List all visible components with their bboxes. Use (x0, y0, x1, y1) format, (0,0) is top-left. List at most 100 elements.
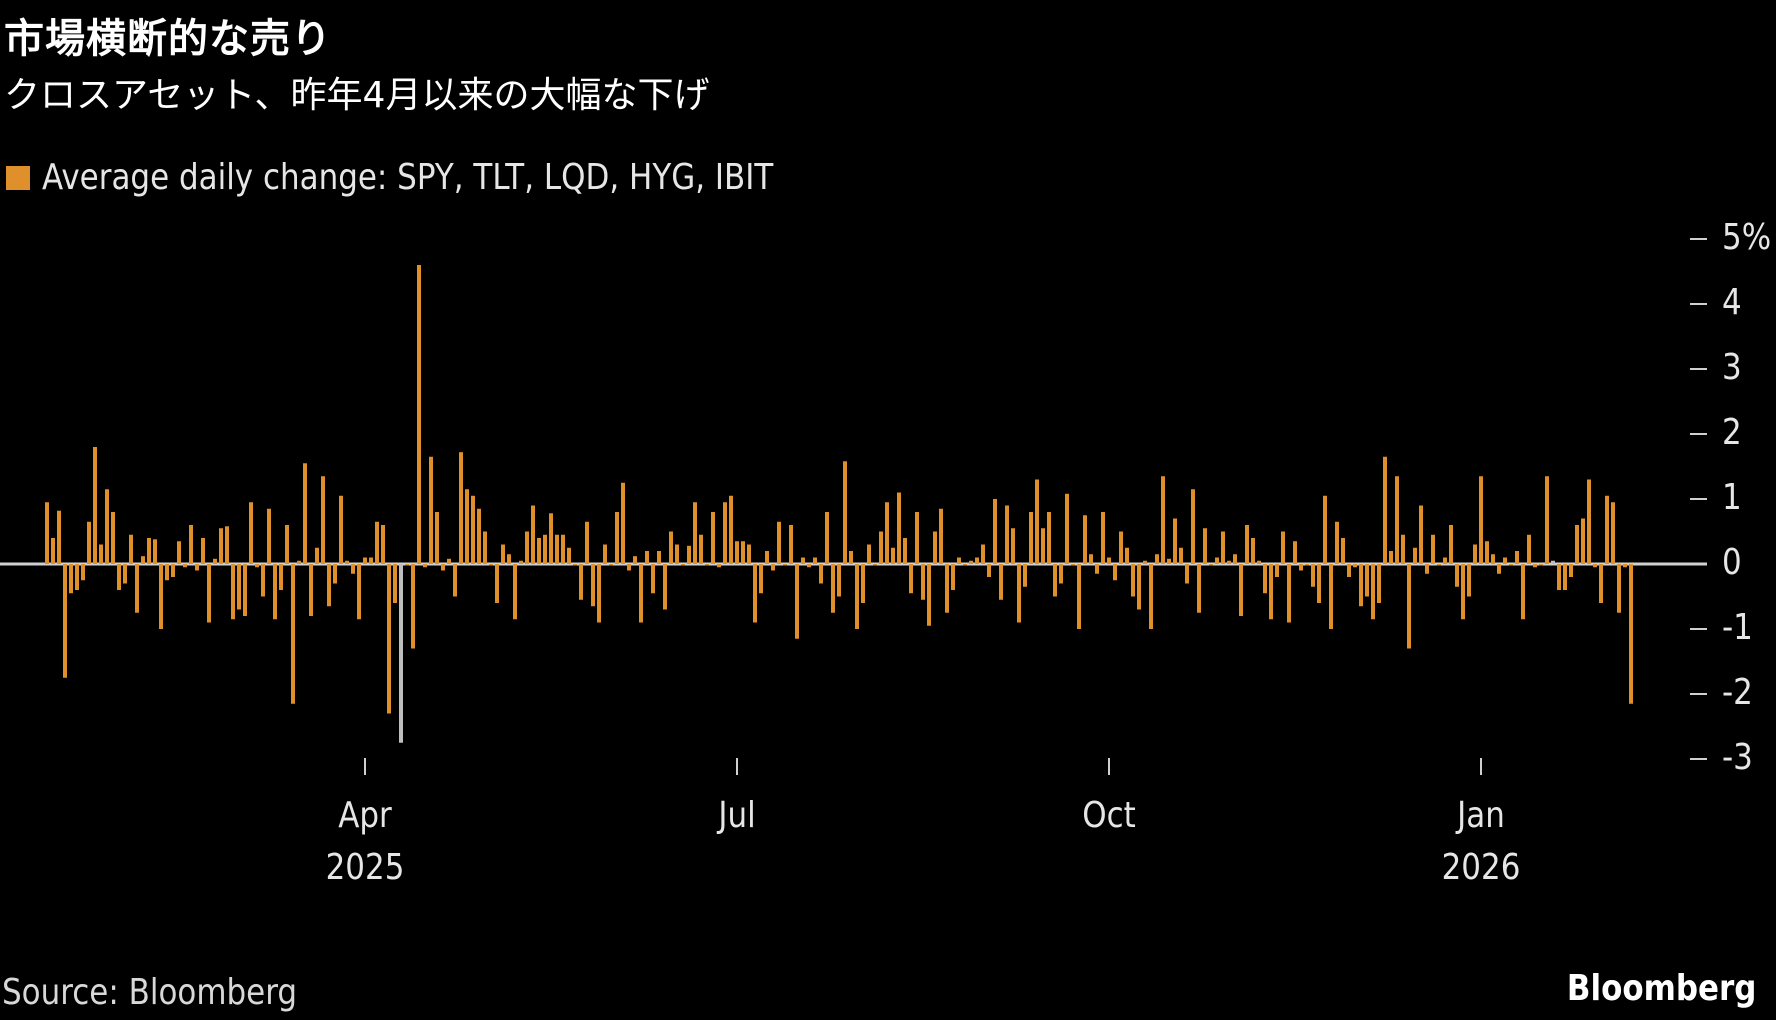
y-tick-label: 4 (1722, 282, 1742, 323)
y-tick-label: -2 (1722, 672, 1753, 713)
bar (951, 564, 955, 590)
bar (69, 564, 73, 594)
bar (1455, 564, 1459, 587)
bar (1329, 564, 1333, 629)
bar (273, 564, 277, 620)
x-tick-label: Oct (1082, 795, 1136, 836)
bar (903, 538, 907, 564)
bar (1371, 564, 1375, 620)
bar (1047, 512, 1051, 564)
bar (1605, 495, 1609, 564)
bar (147, 538, 151, 564)
bar (915, 512, 919, 564)
bar (531, 505, 535, 564)
bar (1131, 564, 1135, 597)
bar (933, 531, 937, 564)
bar (1077, 564, 1081, 629)
bar (639, 564, 643, 623)
bar (243, 564, 247, 616)
legend-label: Average daily change: SPY, TLT, LQD, HYG… (42, 157, 774, 198)
bar (1089, 554, 1093, 564)
bar (867, 544, 871, 564)
bar (897, 492, 901, 564)
bar (309, 564, 313, 616)
bar (1185, 564, 1189, 584)
bar (1623, 564, 1627, 568)
bar (297, 560, 301, 564)
bar (1143, 560, 1147, 564)
bar (1431, 534, 1435, 564)
bar (1023, 564, 1027, 587)
bar (729, 495, 733, 564)
bar (945, 564, 949, 613)
bar (807, 564, 811, 568)
bar (849, 551, 853, 564)
bar (615, 512, 619, 564)
bar (225, 526, 229, 564)
bar (519, 560, 523, 564)
bar (705, 564, 709, 566)
bar (735, 541, 739, 564)
bar (1515, 551, 1519, 564)
bar (1383, 456, 1387, 564)
bar (447, 558, 451, 564)
bar (111, 512, 115, 564)
bar (1287, 564, 1291, 623)
bar (219, 528, 223, 564)
bar (213, 558, 217, 564)
bar (1539, 564, 1543, 566)
bar (129, 534, 133, 564)
bar (201, 538, 205, 564)
bar (165, 564, 169, 581)
bar (465, 489, 469, 564)
bar (1269, 564, 1273, 620)
bar (801, 557, 805, 564)
bar (621, 482, 625, 564)
bar (987, 564, 991, 577)
bar (507, 554, 511, 564)
bar (765, 551, 769, 564)
bar (1233, 554, 1237, 564)
x-tick-label: Apr (338, 795, 392, 836)
bar (1575, 525, 1579, 564)
bar (255, 564, 259, 568)
bar (63, 564, 67, 678)
bar (207, 564, 211, 623)
bar (1029, 512, 1033, 564)
bar (339, 495, 343, 564)
bar (303, 463, 307, 564)
y-tick-label: 3 (1722, 347, 1742, 388)
bar (669, 531, 673, 564)
bar (417, 265, 421, 564)
bar (633, 556, 637, 564)
bar (657, 551, 661, 564)
bar (1257, 560, 1261, 564)
bar (1035, 479, 1039, 564)
bar (387, 564, 391, 714)
bar (1299, 564, 1303, 571)
bar (1419, 505, 1423, 564)
bar (249, 502, 253, 564)
bar (93, 447, 97, 564)
bar (1545, 476, 1549, 564)
bar (663, 564, 667, 610)
y-tick-label: 0 (1722, 542, 1742, 583)
bar (141, 556, 145, 564)
bar (609, 564, 613, 566)
bar (1041, 528, 1045, 564)
bar (855, 564, 859, 629)
bar (711, 512, 715, 564)
bar (1149, 564, 1153, 629)
bar (1401, 534, 1405, 564)
bar (1053, 564, 1057, 597)
bar (1197, 564, 1201, 613)
bar (195, 564, 199, 571)
legend: Average daily change: SPY, TLT, LQD, HYG… (6, 157, 892, 198)
bar (1425, 564, 1429, 574)
bar (681, 564, 685, 566)
bar (645, 551, 649, 564)
bar (1215, 557, 1219, 564)
bar (1617, 564, 1621, 613)
bar (321, 476, 325, 564)
